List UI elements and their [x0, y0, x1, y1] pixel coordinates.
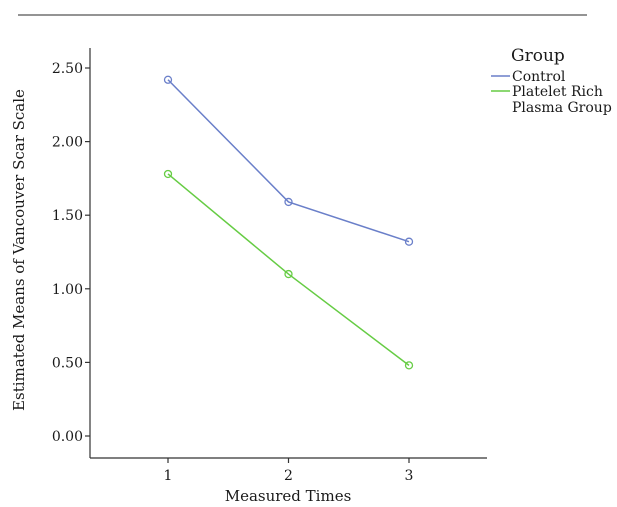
- y-axis-title: Estimated Means of Vancouver Scar Scale: [10, 89, 28, 411]
- x-tick-label: 1: [164, 468, 173, 484]
- data-point: [284, 269, 293, 279]
- legend-label-control: Control: [512, 69, 566, 85]
- legend-title: Group: [511, 46, 565, 66]
- data-point: [404, 237, 414, 246]
- data-point: [163, 169, 173, 179]
- data-point: [284, 197, 293, 207]
- x-axis-ticks: 1 2 3: [164, 458, 414, 484]
- y-tick-label: 1.00: [52, 282, 83, 298]
- legend: Group Control Platelet Rich Plasma Group: [491, 46, 612, 116]
- x-axis-title: Measured Times: [225, 487, 352, 505]
- y-axis-ticks: 0.00 0.50 1.00 1.50 2.00 2.50: [52, 61, 90, 445]
- y-tick-label: 2.00: [52, 135, 83, 151]
- axes: [89, 48, 487, 459]
- y-tick-label: 0.00: [52, 429, 83, 445]
- y-tick-label: 2.50: [52, 61, 83, 77]
- series-layer: [163, 75, 414, 370]
- y-tick-label: 0.50: [52, 355, 83, 371]
- y-tick-label: 1.50: [52, 208, 83, 224]
- legend-label-prp-line1: Platelet Rich: [512, 84, 603, 100]
- legend-label-prp-line2: Plasma Group: [512, 100, 612, 116]
- data-point: [404, 361, 414, 370]
- series-line-1: [167, 173, 410, 366]
- x-tick-label: 2: [284, 468, 293, 484]
- data-point: [163, 75, 173, 84]
- x-tick-label: 3: [405, 468, 414, 484]
- series-line-0: [167, 79, 410, 243]
